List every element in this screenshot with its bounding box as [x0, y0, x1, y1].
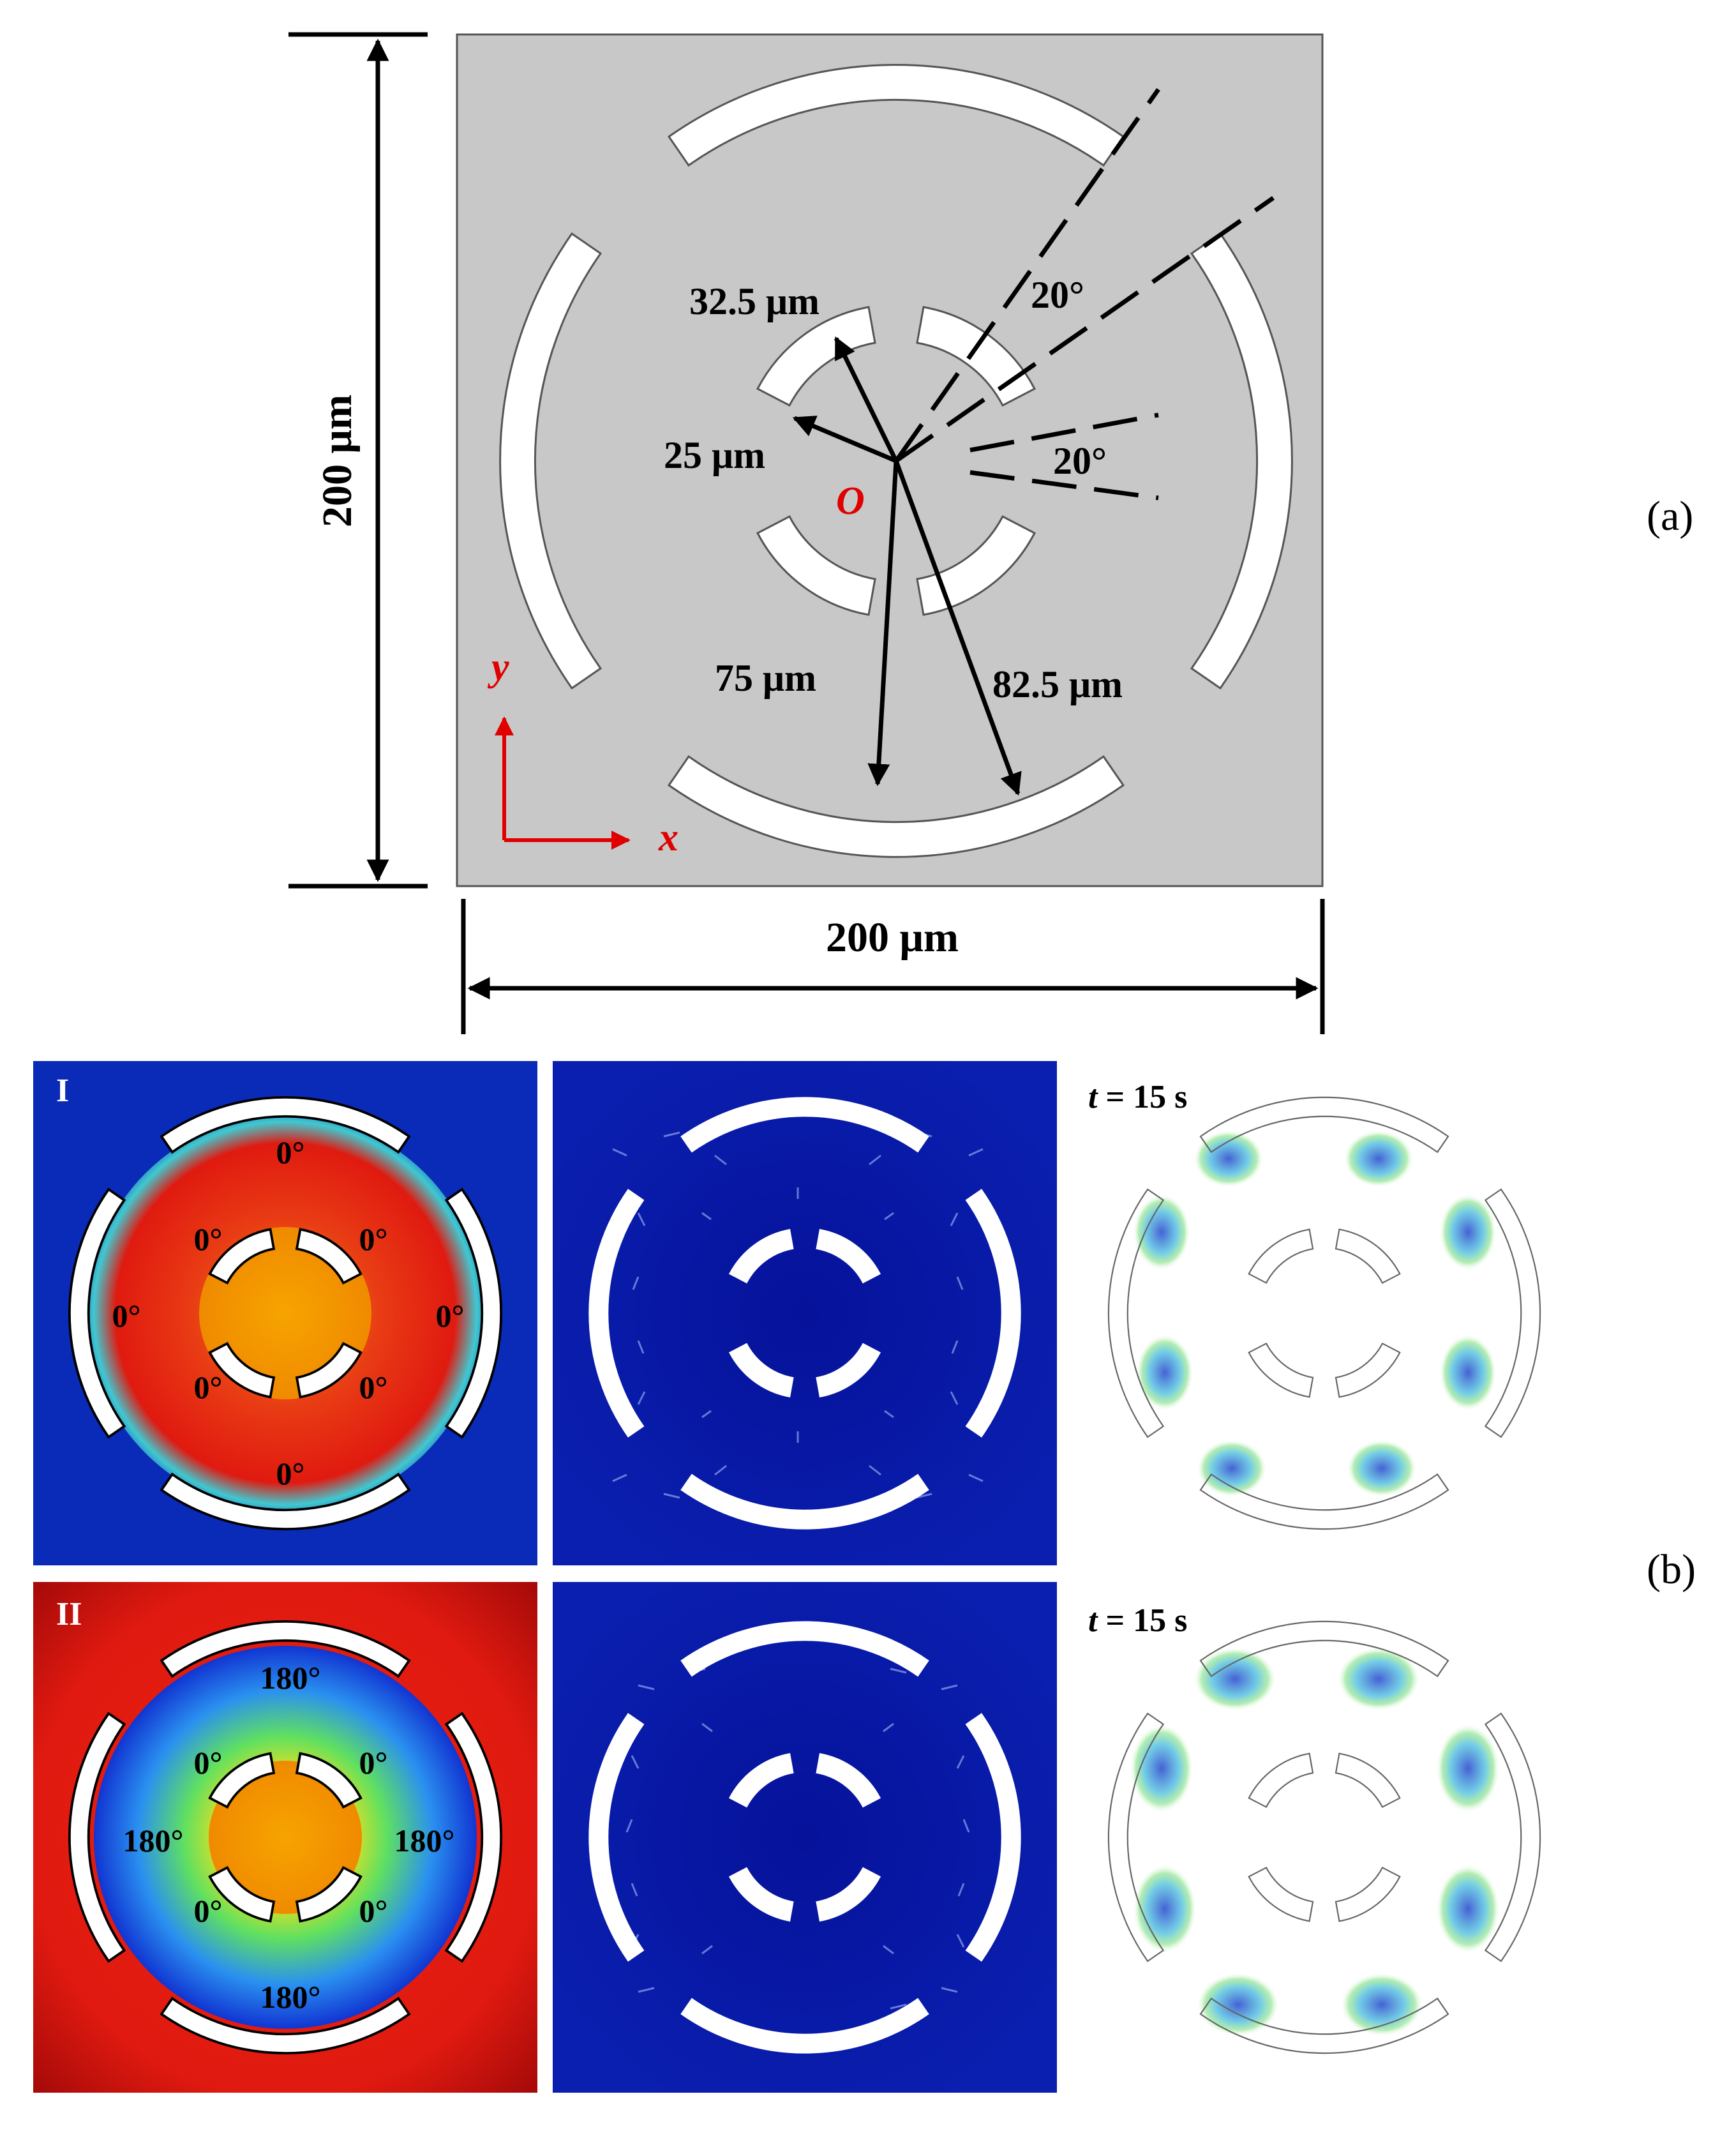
- outer-inner-radius-label: 75 μm: [715, 657, 816, 699]
- coordinate-axes: [495, 716, 631, 850]
- row1-phase-outer-right: 0°: [436, 1298, 465, 1334]
- inner-electrode-tl: [756, 306, 876, 407]
- row1-velocity-field: [553, 1061, 1057, 1565]
- row2-phase-inner-tl: 0°: [194, 1745, 223, 1781]
- row2-velocity-field: [553, 1582, 1057, 2093]
- row2-phase-field: II 180° 180° 180° 180° 0° 0° 0° 0°: [33, 1582, 537, 2093]
- inner-inner-radius-label: 25 μm: [664, 434, 765, 476]
- row2-phase-inner-bl: 0°: [194, 1893, 223, 1929]
- outer-electrode-right: [1190, 232, 1293, 690]
- width-dimension: [461, 899, 1325, 1034]
- row1-phase-inner-tr: 0°: [359, 1221, 388, 1257]
- row2-particle-trajectories: t = 15 s: [1072, 1582, 1576, 2093]
- row2-phase-outer-top: 180°: [260, 1660, 321, 1696]
- panel-a: 200 μm 200 μm 32.5 μm 25 μm 75 μm 82.5 μ…: [288, 32, 1693, 1034]
- row1-phase-field: I 0° 0° 0° 0° 0° 0° 0° 0°: [33, 1061, 537, 1565]
- height-dimension: [288, 32, 428, 889]
- row1-phase-outer-left: 0°: [112, 1298, 141, 1334]
- row1-time-label: t = 15 s: [1088, 1079, 1187, 1115]
- panel-b-tag: (b): [1647, 1546, 1696, 1593]
- row1-phase-outer-bottom: 0°: [276, 1456, 305, 1491]
- row1-phase-inner-br: 0°: [359, 1369, 388, 1405]
- inner-electrode-tr: [916, 306, 1036, 407]
- axis-x-label: x: [658, 816, 678, 859]
- row1-particle-trajectories: t = 15 s: [1072, 1061, 1576, 1565]
- row2-phase-inner-br: 0°: [359, 1893, 388, 1929]
- row1-phase-outer-top: 0°: [276, 1134, 305, 1170]
- angle-upper-label: 20°: [1031, 274, 1084, 316]
- panel-b-row1: I 0° 0° 0° 0° 0° 0° 0° 0°: [33, 1061, 1576, 1565]
- row2-label: II: [56, 1596, 82, 1632]
- panel-a-tag: (a): [1647, 493, 1693, 539]
- outer-outer-radius-label: 82.5 μm: [992, 663, 1123, 705]
- row2-phase-outer-left: 180°: [123, 1823, 184, 1858]
- row2-phase-inner-tr: 0°: [359, 1745, 388, 1781]
- row2-phase-outer-bottom: 180°: [260, 1979, 321, 2015]
- radius-arrows: [792, 336, 1022, 796]
- width-label: 200 μm: [826, 914, 959, 961]
- row1-phase-inner-bl: 0°: [194, 1369, 223, 1405]
- outer-electrode-left: [499, 232, 602, 690]
- angle-right-label: 20°: [1053, 440, 1107, 482]
- panel-b-row2: II 180° 180° 180° 180° 0° 0° 0° 0°: [33, 1582, 1576, 2093]
- height-label: 200 μm: [314, 395, 361, 527]
- row2-phase-outer-right: 180°: [394, 1823, 455, 1858]
- electrode-array: [499, 64, 1293, 858]
- inner-outer-radius-label: 32.5 μm: [689, 280, 819, 322]
- row1-phase-inner-tl: 0°: [194, 1221, 223, 1257]
- row2-time-label: t = 15 s: [1088, 1602, 1187, 1639]
- outer-electrode-bottom: [667, 755, 1125, 858]
- inner-electrode-br: [916, 515, 1036, 616]
- inner-electrode-bl: [756, 515, 876, 616]
- origin-label: O: [836, 479, 865, 523]
- row1-label: I: [56, 1073, 69, 1109]
- angle-guides: [894, 87, 1275, 501]
